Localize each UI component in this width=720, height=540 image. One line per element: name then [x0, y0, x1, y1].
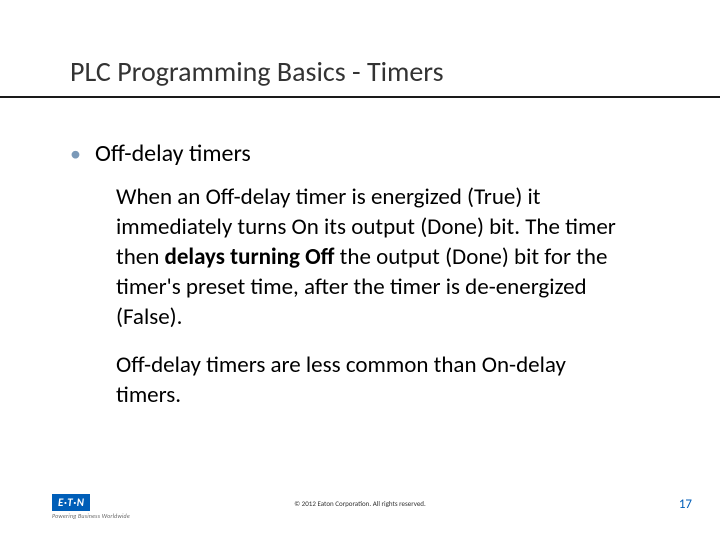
logo-tagline: Powering Business Worldwide	[52, 512, 130, 520]
bullet-marker-icon: •	[70, 140, 81, 168]
body-paragraph-1: When an Off-delay timer is energized (Tr…	[116, 182, 636, 332]
bullet-item: • Off-delay timers	[70, 140, 650, 168]
body-paragraph-2: Off-delay timers are less common than On…	[116, 350, 636, 410]
slide-title: PLC Programming Basics - Timers	[70, 54, 680, 89]
title-area: PLC Programming Basics - Timers	[70, 54, 680, 89]
content-area: • Off-delay timers When an Off-delay tim…	[70, 140, 650, 428]
slide: PLC Programming Basics - Timers • Off-de…	[0, 0, 720, 540]
page-number: 17	[679, 497, 692, 512]
copyright-text: © 2012 Eaton Corporation. All rights res…	[0, 499, 720, 508]
title-underline	[0, 96, 720, 98]
footer: E·T·N Powering Business Worldwide © 2012…	[0, 486, 720, 526]
p1-bold: delays turning Off	[165, 243, 335, 271]
bullet-text: Off-delay timers	[95, 140, 251, 168]
